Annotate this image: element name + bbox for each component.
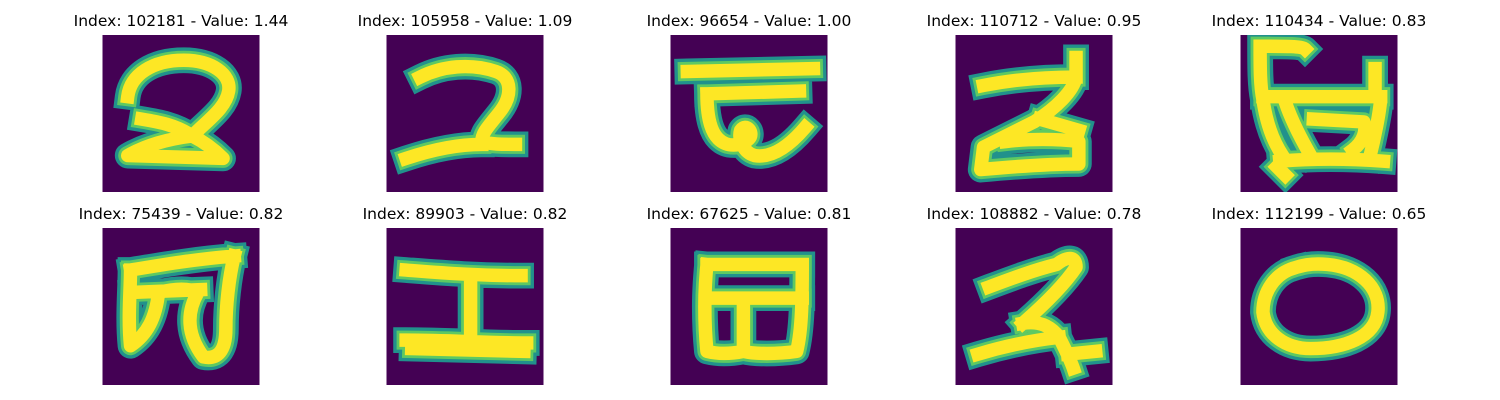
panel-title: Index: 110712 - Value: 0.95 — [914, 12, 1154, 30]
panel-8: Index: 108882 - Value: 0.78 — [914, 205, 1154, 385]
panel-title: Index: 108882 - Value: 0.78 — [914, 205, 1154, 223]
panel-1: Index: 105958 - Value: 1.09 — [345, 12, 585, 192]
digit-image — [1240, 228, 1398, 385]
panel-title: Index: 110434 - Value: 0.83 — [1199, 12, 1439, 30]
digit-image — [670, 228, 828, 385]
panel-5: Index: 75439 - Value: 0.82 — [61, 205, 301, 385]
panel-title: Index: 75439 - Value: 0.82 — [61, 205, 301, 223]
panel-title: Index: 89903 - Value: 0.82 — [345, 205, 585, 223]
panel-6: Index: 89903 - Value: 0.82 — [345, 205, 585, 385]
panel-title: Index: 96654 - Value: 1.00 — [629, 12, 869, 30]
panel-2: Index: 96654 - Value: 1.00 — [629, 12, 869, 192]
panel-9: Index: 112199 - Value: 0.65 — [1199, 205, 1439, 385]
glyph-strokes — [129, 256, 234, 357]
panel-title: Index: 105958 - Value: 1.09 — [345, 12, 585, 30]
panel-4: Index: 110434 - Value: 0.83 — [1199, 12, 1439, 192]
digit-image — [102, 35, 260, 192]
digit-image — [955, 228, 1113, 385]
panel-3: Index: 110712 - Value: 0.95 — [914, 12, 1154, 192]
digit-image — [955, 35, 1113, 192]
panel-7: Index: 67625 - Value: 0.81 — [629, 205, 869, 385]
digit-image — [386, 35, 544, 192]
panel-title: Index: 112199 - Value: 0.65 — [1199, 205, 1439, 223]
panel-title: Index: 67625 - Value: 0.81 — [629, 205, 869, 223]
digit-image — [386, 228, 544, 385]
digit-image — [670, 35, 828, 192]
panel-0: Index: 102181 - Value: 1.44 — [61, 12, 301, 192]
digit-image — [102, 228, 260, 385]
digit-image — [1240, 35, 1398, 192]
panel-title: Index: 102181 - Value: 1.44 — [61, 12, 301, 30]
